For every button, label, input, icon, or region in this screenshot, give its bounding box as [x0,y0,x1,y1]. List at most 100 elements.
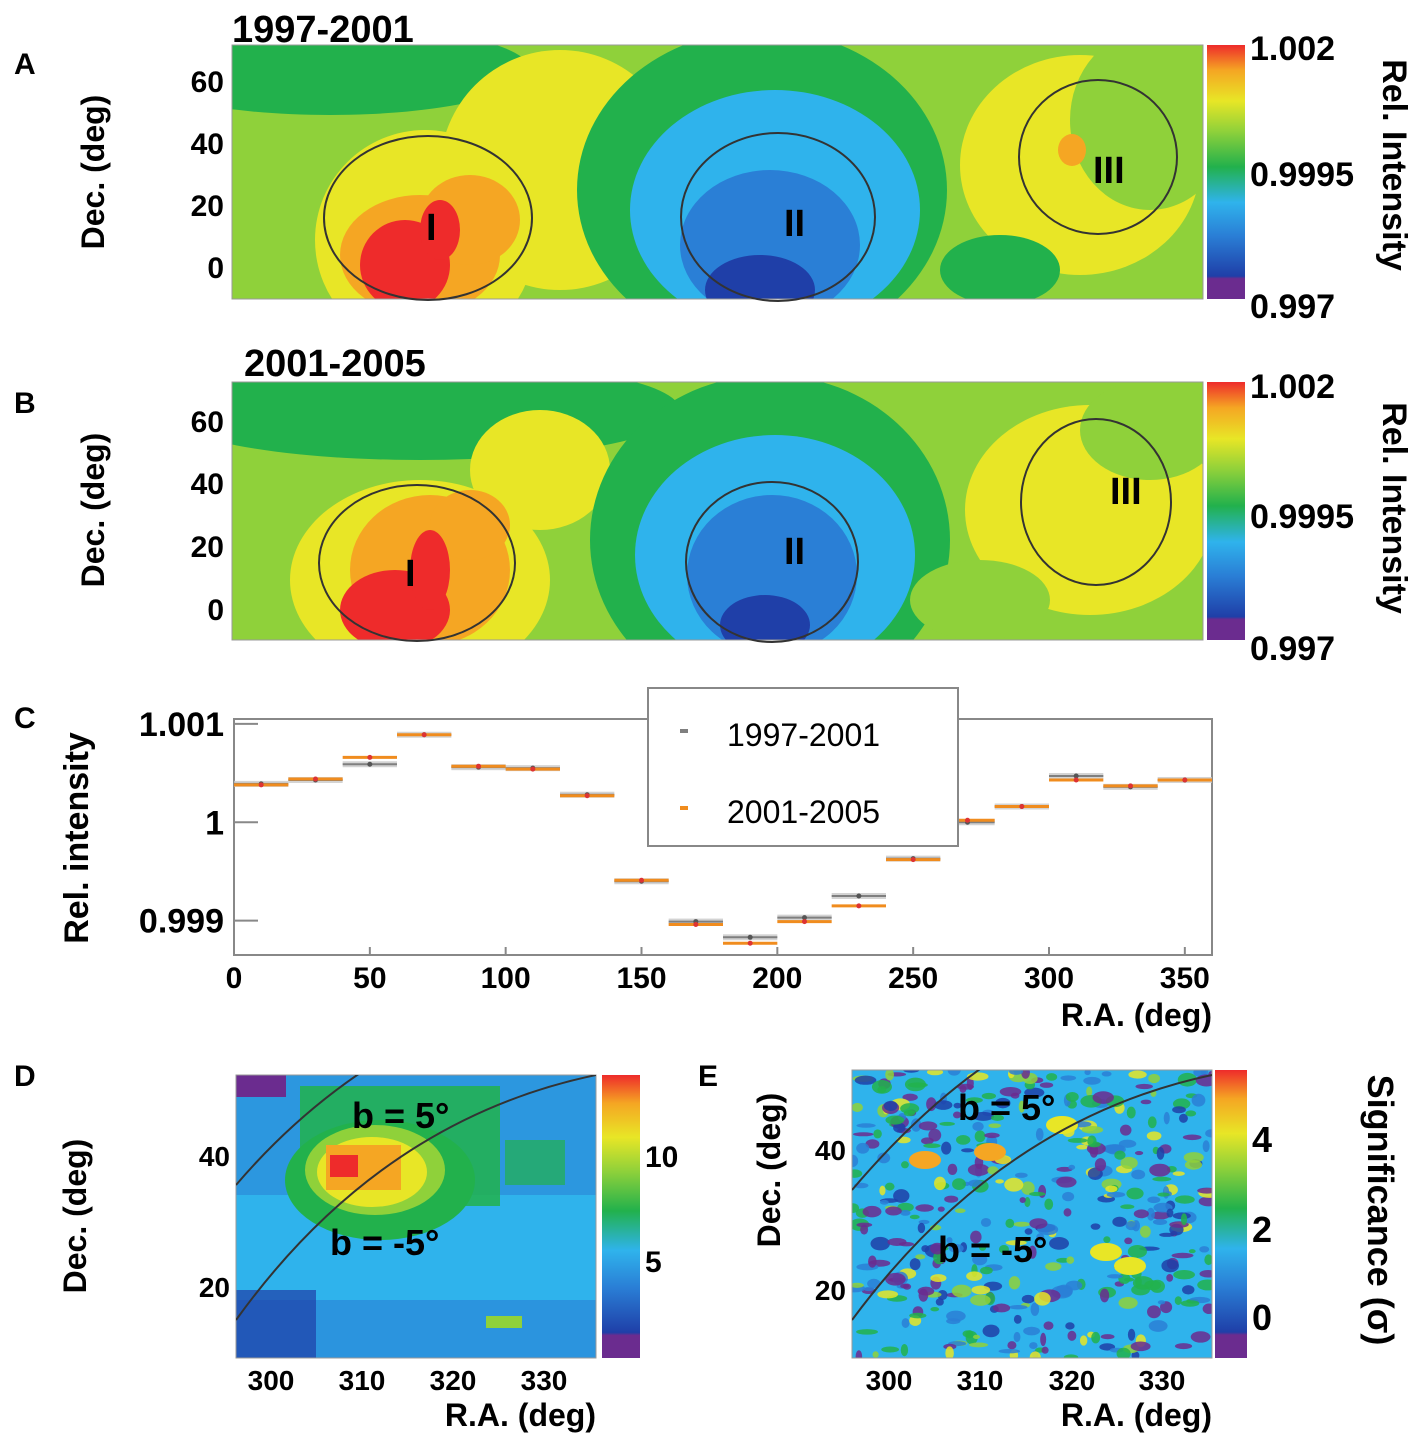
speckle-blob [1076,1144,1088,1150]
speckle-blob [870,1236,890,1251]
speckle-blob [921,1245,930,1253]
speckle-blob [1205,1129,1212,1138]
colorbar-b-label: Rel. Intensity [1375,402,1413,614]
point-2001 [1073,777,1079,783]
ytick-a-0: 0 [207,252,224,285]
speckle-blob [1184,1160,1203,1170]
xtick-d-310: 310 [339,1365,386,1396]
colorbar-e-tick-2: 2 [1252,1209,1272,1250]
ylabel-d: Dec. (deg) [57,1139,93,1294]
speckle-blob [1084,1070,1091,1076]
point-2001 [693,922,699,928]
speckle-blob [867,1278,881,1289]
region-ellipse-b-iii [1020,418,1172,586]
speckle-blob [1005,1240,1027,1246]
speckle-blob [966,1271,983,1281]
speckle-blob [1159,1232,1175,1237]
speckle-blob [1041,1346,1049,1354]
point-1997 [856,893,862,899]
speckle-blob [1120,1204,1135,1210]
speckle-blob [909,1312,927,1319]
speckle-blob [1199,1246,1210,1253]
speckle-blob [947,1070,961,1076]
speckle-blob [1177,1072,1198,1087]
annotation-e-bm5: b = -5° [938,1229,1047,1270]
hotspot-blob [974,1143,1006,1161]
speckle-blob [1126,1187,1144,1200]
speckle-blob [984,1132,1000,1139]
ytick-a-20: 20 [191,190,224,223]
speckle-blob [903,1070,920,1073]
speckle-blob [1174,1343,1193,1350]
speckle-blob [883,1100,898,1111]
colorbar-e-label: Significance (σ) [1360,1075,1401,1346]
galactic-line-d-b5 [236,1075,359,1186]
speckle-blob [1150,1211,1170,1220]
speckle-blob [1199,1269,1212,1278]
xtick-e-330: 330 [1139,1365,1186,1396]
speckle-blob [1024,1228,1033,1235]
speckle-blob [1030,1302,1040,1316]
point-1997 [802,915,807,921]
speckle-blob [1149,1163,1171,1177]
speckle-blob [1182,1134,1202,1141]
speckle-blob [1106,1274,1123,1279]
speckle-blob [1185,1110,1197,1117]
point-2001 [1128,783,1133,789]
speckle-blob [926,1097,937,1112]
legend-c-marker-1997 [680,729,688,733]
ytick-b-0: 0 [207,594,224,627]
speckle-blob [1180,1213,1188,1226]
speckle-blob [923,1143,941,1149]
speckle-blob [1118,1296,1138,1309]
speckle-blob [1147,1116,1157,1129]
x-tick-label-c: 50 [353,962,386,995]
speckle-blob [1063,1354,1079,1358]
speckle-blob [1049,1237,1070,1250]
speckle-blob [1166,1208,1174,1218]
speckle-blob [1174,1195,1195,1204]
speckle-blob [868,1255,877,1268]
speckle-blob [852,1154,859,1168]
speckle-blob [952,1111,962,1119]
speckle-blob [1067,1138,1088,1143]
speckle-blob [945,1346,954,1358]
series-c [234,731,1212,946]
speckle-blob [893,1189,910,1203]
legend-c-marker-2001 [680,806,688,810]
speckle-blob [1118,1139,1137,1148]
legend-c-box [647,687,959,847]
speckle-blob [1157,1192,1170,1197]
panel-b-title: 2001-2005 [244,343,426,385]
speckle-blob [879,1199,889,1205]
galactic-line-e-b5 [852,1070,981,1191]
speckle-blob [972,1111,995,1121]
speckle-blob [884,1182,895,1191]
colorbar-e [1215,1070,1247,1358]
speckle-blob [978,1243,987,1251]
x-tick-label-c: 200 [752,962,802,995]
speckle-blob [1120,1156,1138,1170]
speckle-blob [948,1243,964,1253]
x-tick-label-c: 100 [481,962,531,995]
speckle-blob [1103,1236,1111,1243]
annotation-e-b5: b = 5° [958,1087,1055,1128]
speckle-blob [934,1176,946,1191]
legend-c-label-1997: 1997-2001 [727,717,880,753]
speckle-blob [935,1298,944,1306]
speckle-blob [1008,1276,1021,1290]
speckle-blob [1127,1244,1147,1258]
speckle-blob [921,1137,934,1145]
speckle-blob [1028,1245,1037,1259]
speckle-blob [1140,1099,1152,1105]
speckle-blob [972,1121,984,1132]
xtick-e-320: 320 [1049,1365,1096,1396]
speckle-blob [1081,1125,1104,1134]
speckle-blob [1062,1191,1075,1202]
speckle-blob [877,1290,899,1299]
speckle-blob [1015,1172,1028,1178]
speckle-blob [1007,1341,1017,1350]
speckle-blob [871,1080,892,1094]
speckle-blob [873,1129,882,1139]
